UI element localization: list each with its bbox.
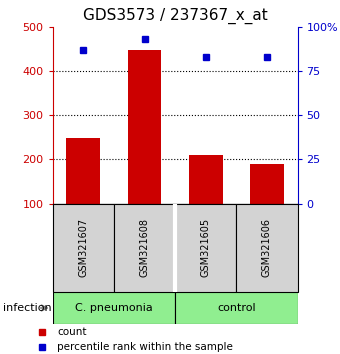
Bar — [175, 292, 298, 324]
Bar — [175, 204, 236, 292]
Text: GSM321605: GSM321605 — [201, 218, 211, 278]
Bar — [53, 204, 114, 292]
Text: GSM321608: GSM321608 — [139, 218, 150, 277]
Title: GDS3573 / 237367_x_at: GDS3573 / 237367_x_at — [83, 7, 268, 24]
Text: control: control — [217, 303, 256, 313]
Text: infection: infection — [3, 303, 52, 313]
Bar — [189, 155, 223, 204]
Text: GSM321606: GSM321606 — [262, 218, 272, 277]
Text: C. pneumonia: C. pneumonia — [75, 303, 153, 313]
Text: percentile rank within the sample: percentile rank within the sample — [57, 342, 233, 352]
Bar — [67, 138, 100, 204]
Bar — [250, 164, 284, 204]
Bar — [53, 292, 175, 324]
Text: count: count — [57, 327, 86, 337]
Bar — [128, 50, 162, 204]
Bar — [114, 204, 175, 292]
Text: GSM321607: GSM321607 — [78, 218, 88, 278]
Bar — [236, 204, 298, 292]
